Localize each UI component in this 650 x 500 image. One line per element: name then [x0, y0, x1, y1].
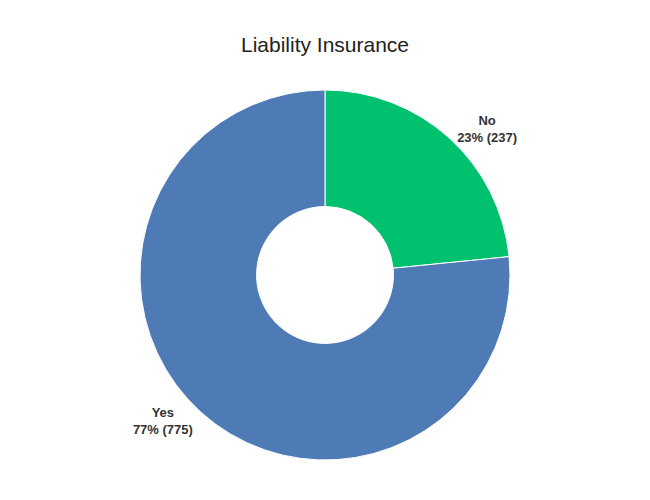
- svg-text:Liability Insurance: Liability Insurance: [241, 33, 409, 56]
- svg-text:Yes77% (775): Yes77% (775): [133, 405, 193, 437]
- svg-text:No23% (237): No23% (237): [457, 113, 517, 145]
